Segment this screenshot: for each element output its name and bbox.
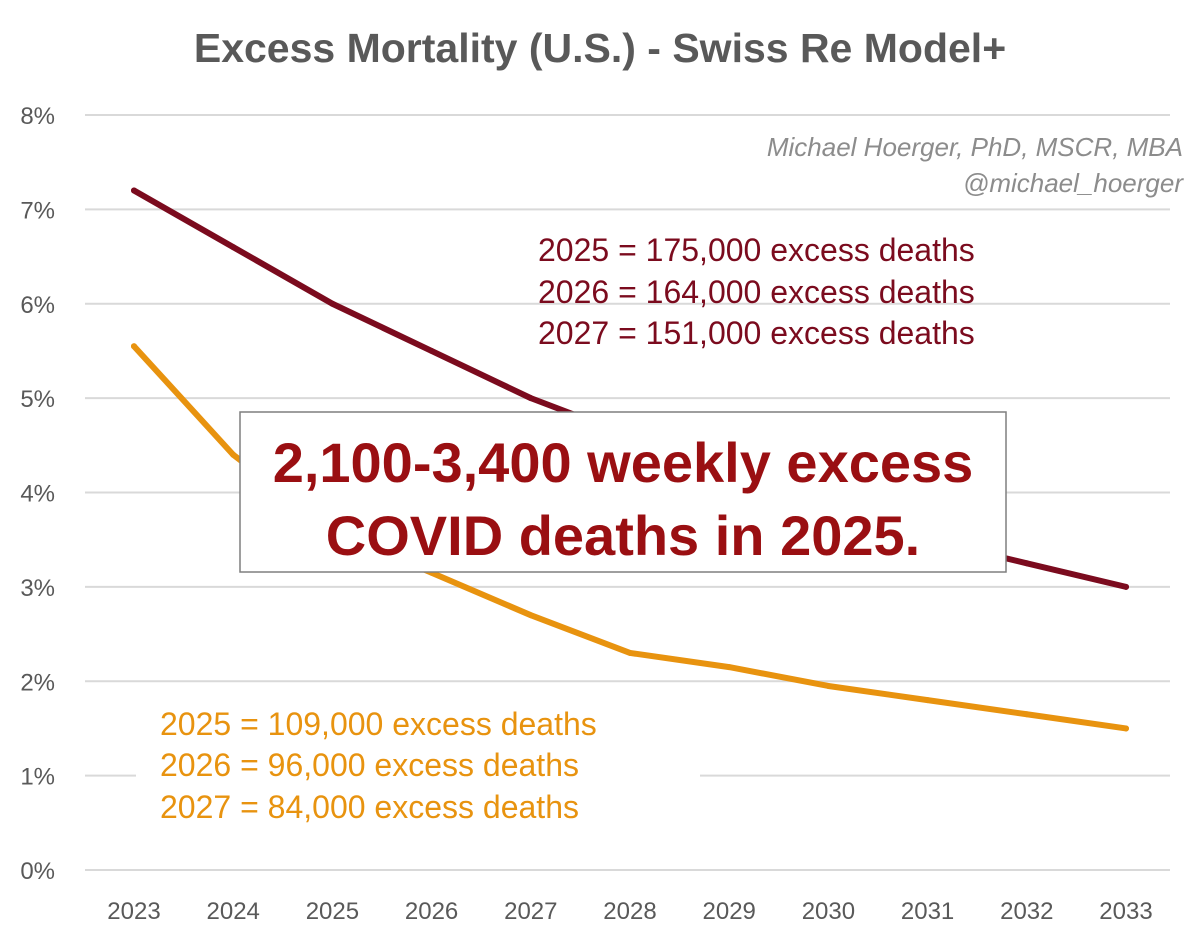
chart-title: Excess Mortality (U.S.) - Swiss Re Model…	[194, 25, 1006, 71]
upper-annotation-line: 2026 = 164,000 excess deaths	[538, 274, 975, 310]
data-point	[924, 697, 931, 704]
lower-annotation-line: 2025 = 109,000 excess deaths	[160, 706, 597, 742]
data-point	[428, 347, 435, 354]
x-tick-label: 2025	[306, 898, 359, 925]
callout-line: COVID deaths in 2025.	[326, 504, 920, 567]
x-tick-label: 2029	[703, 898, 756, 925]
data-point	[627, 649, 633, 656]
y-tick-label: 5%	[20, 386, 55, 413]
upper-annotation-line: 2025 = 175,000 excess deaths	[538, 232, 975, 268]
callout-box	[239, 411, 1007, 573]
y-axis-ticks: 0% 1% 2% 3% 4% 5% 6% 7% 8%	[20, 103, 55, 885]
y-tick-label: 0%	[20, 858, 55, 885]
data-point	[726, 664, 733, 671]
y-tick-label: 4%	[20, 481, 55, 508]
credit-handle: @michael_hoerger	[963, 168, 1184, 198]
credit-name: Michael Hoerger, PhD, MSCR, MBA	[767, 132, 1183, 162]
data-point	[131, 187, 137, 194]
x-tick-label: 2031	[901, 898, 954, 925]
y-tick-label: 3%	[20, 575, 55, 602]
lower-annotation-line: 2026 = 96,000 excess deaths	[160, 747, 579, 783]
data-point	[230, 244, 237, 251]
data-point	[329, 300, 336, 307]
data-point	[131, 343, 137, 350]
x-tick-label: 2023	[107, 898, 160, 925]
x-axis-ticks: 2023 2024 2025 2026 2027 2028 2029 2030 2031 2032…	[107, 898, 1152, 925]
y-tick-label: 2%	[20, 669, 55, 696]
upper-annotation-line: 2027 = 151,000 excess deaths	[538, 315, 975, 351]
lower-annotation-background	[136, 708, 700, 830]
data-point	[825, 682, 832, 689]
data-point	[527, 395, 534, 402]
data-point	[1023, 560, 1030, 567]
x-tick-label: 2024	[207, 898, 260, 925]
x-tick-label: 2027	[504, 898, 557, 925]
y-tick-label: 7%	[20, 197, 55, 224]
y-tick-label: 6%	[20, 292, 55, 319]
x-tick-label: 2032	[1000, 898, 1053, 925]
data-point	[527, 612, 534, 619]
x-tick-label: 2026	[405, 898, 458, 925]
y-tick-label: 8%	[20, 103, 55, 130]
data-point	[1123, 583, 1129, 590]
lower-annotation-line: 2027 = 84,000 excess deaths	[160, 789, 579, 825]
data-point	[230, 451, 237, 458]
x-tick-label: 2030	[802, 898, 855, 925]
callout-line: 2,100-3,400 weekly excess	[273, 431, 974, 494]
x-tick-label: 2028	[603, 898, 656, 925]
data-point	[1123, 725, 1129, 732]
data-point	[1023, 711, 1030, 718]
y-tick-label: 1%	[20, 764, 55, 791]
x-tick-label: 2033	[1099, 898, 1152, 925]
